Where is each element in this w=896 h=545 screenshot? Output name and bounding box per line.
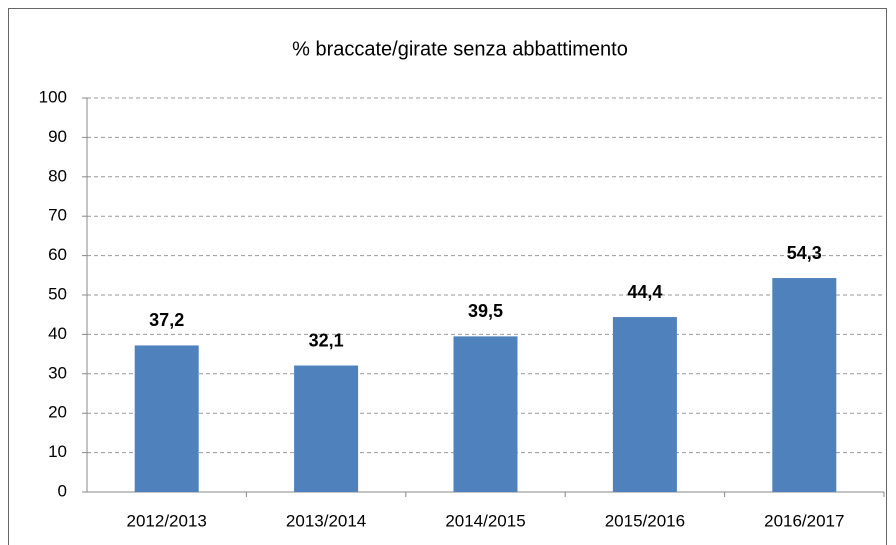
bar <box>294 365 359 492</box>
data-label: 54,3 <box>787 243 822 263</box>
y-tick-label: 70 <box>48 206 67 225</box>
y-tick-label: 60 <box>48 245 67 264</box>
bar <box>453 336 518 492</box>
x-tick-label: 2016/2017 <box>764 511 844 530</box>
chart-title: % braccate/girate senza abbattimento <box>292 38 628 60</box>
y-tick-label: 20 <box>48 403 67 422</box>
data-label: 32,1 <box>309 330 344 350</box>
bar <box>612 317 677 492</box>
x-tick-label: 2015/2016 <box>605 511 685 530</box>
x-tick-label: 2014/2015 <box>445 511 525 530</box>
y-tick-label: 10 <box>48 442 67 461</box>
x-tick-label: 2013/2014 <box>286 511 366 530</box>
y-tick-label: 80 <box>48 166 67 185</box>
bar <box>772 278 837 492</box>
y-tick-label: 30 <box>48 363 67 382</box>
bar <box>134 345 199 492</box>
y-tick-label: 90 <box>48 127 67 146</box>
y-tick-label: 50 <box>48 284 67 303</box>
y-tick-label: 40 <box>48 324 67 343</box>
data-label: 37,2 <box>149 310 184 330</box>
data-label: 44,4 <box>627 282 662 302</box>
y-tick-label: 0 <box>58 481 67 500</box>
data-label: 39,5 <box>468 301 503 321</box>
x-tick-label: 2012/2013 <box>127 511 207 530</box>
y-tick-label: 100 <box>39 87 67 106</box>
